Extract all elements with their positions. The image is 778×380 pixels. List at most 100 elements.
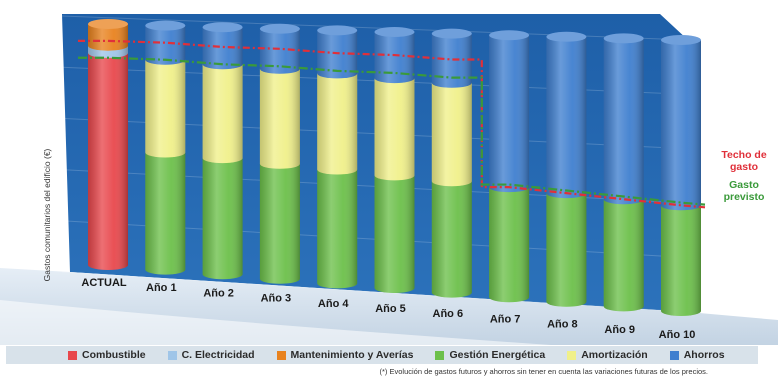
bar-cap	[374, 27, 415, 37]
bar-shading	[259, 68, 300, 169]
legend-label: Combustible	[82, 349, 146, 361]
bar-cap-highlight	[317, 25, 358, 36]
bar-shading	[546, 36, 587, 199]
x-tick-label: Año 7	[490, 313, 521, 325]
bar-cap-highlight	[489, 30, 530, 41]
x-tick-label: Año 3	[261, 293, 292, 305]
bar-cap-highlight	[603, 33, 644, 44]
bar-shading	[489, 187, 530, 303]
legend-label: Mantenimiento y Averías	[290, 349, 414, 361]
bar-cap	[259, 23, 300, 34]
bar-shading	[603, 38, 644, 205]
bar-8	[546, 31, 587, 307]
x-tick-label: Año 4	[318, 298, 349, 310]
annotation-lines	[78, 39, 706, 209]
x-tick-label: ACTUAL	[81, 277, 126, 289]
tick-labels: ACTUAL Año 1 Año 2 Año 3 Año 4 Año 5 Año 6 Año …	[81, 277, 695, 341]
bar-shading	[431, 33, 472, 88]
bar-cap-highlight	[259, 23, 300, 34]
bar-shading	[88, 24, 128, 51]
annotation-label: Techo de gasto	[721, 149, 766, 173]
bar-shading	[202, 64, 243, 164]
bar-shading	[317, 73, 358, 175]
bar-cap-highlight	[88, 19, 128, 29]
x-tick-label: Año 1	[146, 282, 177, 294]
bar-cap-highlight	[374, 27, 415, 37]
bar-cap-highlight	[431, 28, 472, 39]
legend: Combustible C. Electricidad Mantenimiento …	[6, 346, 758, 364]
legend-swatch	[435, 350, 445, 360]
bar-shading	[374, 78, 415, 181]
bar-5	[374, 27, 415, 293]
legend-label: Amortización	[581, 349, 648, 361]
bar-3	[259, 23, 300, 284]
bar-cap	[88, 19, 128, 29]
bar-shading	[431, 181, 472, 298]
annotation-label: Gasto previsto	[724, 179, 765, 203]
bar-shading	[489, 35, 530, 193]
footnote: (*) Evolución de gastos futuros y ahorro…	[379, 367, 708, 376]
bar-shading	[259, 163, 300, 284]
annotation-labels: Techo de gasto Gasto previsto	[721, 149, 766, 203]
legend-swatch	[276, 350, 286, 360]
annotation-line	[78, 56, 706, 206]
y-axis-label: Gastos comunitarios del edificio (€)	[42, 148, 52, 281]
gridline	[61, 271, 689, 313]
legend-swatch	[669, 350, 679, 360]
bar-shading	[202, 27, 243, 70]
bar-1	[145, 20, 186, 275]
bar-shading	[145, 59, 186, 158]
bar-cap-highlight	[202, 22, 243, 33]
x-tick-label: Año 8	[547, 319, 578, 331]
bar-cap	[431, 28, 472, 39]
bar-shading	[431, 82, 472, 187]
legend-label: Ahorros	[683, 349, 725, 361]
bar-shading	[546, 193, 587, 307]
bar-shading	[259, 28, 300, 74]
legend-label: C. Electricidad	[181, 349, 255, 361]
bar-0	[88, 19, 128, 270]
bars	[88, 19, 701, 316]
bar-9	[603, 33, 644, 312]
bar-cap-highlight	[145, 20, 186, 31]
bar-cap	[489, 30, 530, 41]
floor-highlight	[0, 300, 778, 360]
bar-cap	[661, 35, 701, 45]
bar-7	[489, 30, 530, 303]
x-tick-label: Año 9	[604, 324, 635, 336]
legend-label: Gestión Energética	[449, 349, 546, 361]
bar-shading	[88, 52, 128, 270]
x-tick-label: Año 6	[433, 308, 464, 320]
bar-cap	[546, 31, 587, 42]
legend-item: Gestión Energética	[435, 349, 545, 361]
bar-shading	[374, 175, 415, 293]
x-tick-label: Año 10	[659, 329, 696, 341]
bar-cap-highlight	[546, 31, 587, 42]
bar-shading	[317, 169, 358, 289]
bar-shading	[145, 25, 186, 65]
legend-item: Mantenimiento y Averías	[276, 349, 414, 361]
x-tick-label: Año 2	[203, 287, 234, 299]
bar-cap	[603, 33, 644, 44]
legend-swatch	[567, 350, 577, 360]
legend-swatch	[167, 350, 177, 360]
bar-10	[661, 35, 701, 316]
legend-item: C. Electricidad	[167, 349, 255, 361]
bar-shading	[661, 205, 701, 316]
legend-swatch	[68, 350, 77, 360]
bar-cap	[145, 20, 186, 31]
bar-cap	[317, 25, 358, 36]
bar-shading	[145, 152, 186, 275]
bar-cap-highlight	[661, 35, 701, 45]
bar-6	[431, 28, 472, 298]
bar-shading	[603, 199, 644, 312]
x-tick-label: Año 5	[375, 303, 406, 315]
bar-shading	[374, 32, 415, 84]
legend-item: Combustible	[68, 349, 146, 361]
bar-shading	[317, 30, 358, 79]
legend-item: Amortización	[567, 349, 648, 361]
legend-item: Ahorros	[669, 349, 725, 361]
annotation-line	[78, 39, 706, 209]
bar-2	[202, 22, 243, 280]
